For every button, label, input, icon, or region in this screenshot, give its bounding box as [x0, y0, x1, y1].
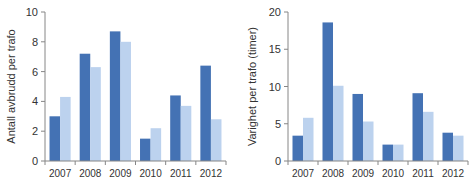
bar	[303, 118, 314, 161]
x-tick	[45, 161, 46, 165]
y-axis	[45, 12, 46, 161]
bar	[181, 106, 192, 161]
x-tick-label: 2011	[170, 168, 192, 179]
y-tick	[284, 161, 288, 162]
bar	[120, 42, 131, 161]
y-tick	[41, 71, 45, 72]
x-tick-label: 2008	[322, 168, 345, 179]
x-tick	[105, 161, 106, 165]
y-tick	[41, 161, 45, 162]
bar	[393, 145, 404, 161]
y-tick	[41, 131, 45, 132]
bars	[50, 31, 222, 161]
y-tick-label: 0	[275, 155, 281, 167]
bar	[50, 116, 61, 161]
x-tick	[288, 161, 289, 165]
bar	[363, 122, 374, 161]
x-tick-label: 2010	[382, 168, 405, 179]
x-tick	[195, 161, 196, 165]
y-tick	[284, 86, 288, 87]
x-tick	[438, 161, 439, 165]
bar	[353, 94, 364, 161]
bar	[323, 22, 334, 161]
y-tick-label: 5	[275, 118, 281, 130]
chart-panel: 0 5 10 15 20 2007 2008 2009 2010 2011 2012 Varighet…	[246, 6, 468, 179]
bar	[151, 128, 162, 161]
y-tick	[41, 41, 45, 42]
x-tick-label: 2010	[139, 168, 162, 179]
y-tick-label: 10	[269, 81, 281, 93]
y-tick	[284, 123, 288, 124]
chart-panel: 0 2 4 6 8 10 2007 2008 2009 2010 2011 2012 Antall av…	[5, 6, 226, 179]
x-tick	[135, 161, 136, 165]
bar	[413, 93, 424, 161]
bar	[293, 136, 304, 161]
y-tick	[41, 12, 45, 13]
x-tick-label: 2007	[49, 168, 72, 179]
y-tick-label: 4	[32, 95, 38, 107]
x-tick	[378, 161, 379, 165]
bar	[443, 133, 454, 161]
x-tick-label: 2008	[79, 168, 102, 179]
x-tick	[75, 161, 76, 165]
y-tick	[284, 49, 288, 50]
x-tick	[226, 161, 227, 165]
y-tick	[284, 12, 288, 13]
bar	[90, 67, 101, 161]
bar	[60, 97, 71, 161]
y-tick-label: 10	[26, 6, 38, 18]
y-axis-label: Antall avbrudd per trafo	[5, 29, 17, 143]
bar	[140, 139, 151, 161]
bar	[170, 95, 181, 161]
x-tick-label: 2009	[109, 168, 132, 179]
chart-root: 0246810200720082009201020112012Antall av…	[0, 0, 473, 186]
bar	[80, 54, 91, 161]
y-tick-label: 20	[269, 6, 281, 18]
y-tick-label: 15	[269, 43, 281, 55]
bar	[423, 112, 434, 161]
bar	[333, 86, 344, 161]
bar	[383, 145, 394, 161]
x-tick	[408, 161, 409, 165]
y-axis-label: Varighet per trafo (timer)	[246, 27, 258, 146]
y-tick	[41, 101, 45, 102]
x-tick	[348, 161, 349, 165]
bar	[200, 66, 211, 161]
x-tick	[468, 161, 469, 165]
y-tick-label: 6	[32, 66, 38, 78]
x-tick-label: 2007	[292, 168, 315, 179]
y-tick-label: 2	[32, 125, 38, 137]
x-tick-label: 2009	[352, 168, 375, 179]
bar	[453, 136, 464, 161]
bars	[293, 22, 464, 161]
y-tick-label: 0	[32, 155, 38, 167]
bar	[110, 31, 121, 161]
chart-canvas: 0246810200720082009201020112012Antall av…	[0, 0, 473, 186]
x-tick-label: 2011	[412, 168, 434, 179]
x-tick	[318, 161, 319, 165]
x-tick-label: 2012	[442, 168, 465, 179]
bar	[211, 119, 222, 161]
x-tick-label: 2012	[200, 168, 223, 179]
x-tick	[165, 161, 166, 165]
y-tick-label: 8	[32, 36, 38, 48]
